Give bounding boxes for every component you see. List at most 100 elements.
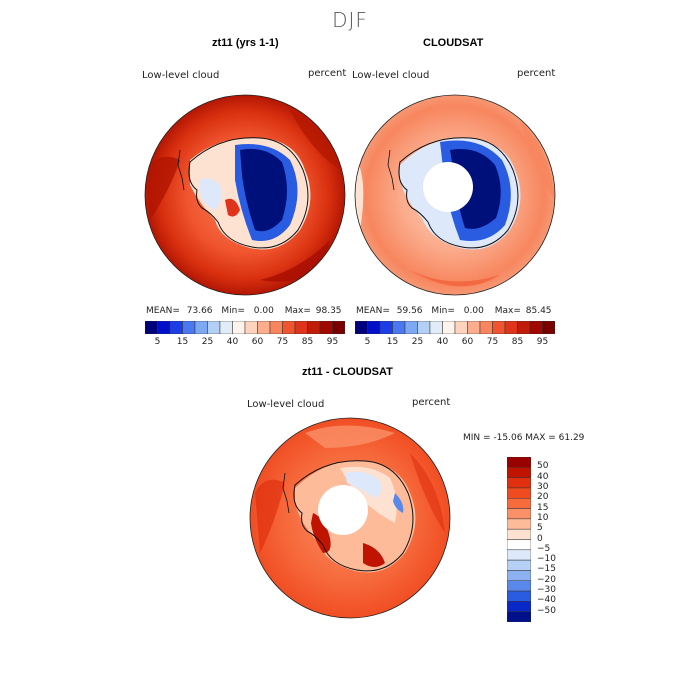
panel2-min-label: Min= (431, 306, 455, 316)
panel2-colorbar-swatch (517, 321, 531, 334)
panel3-colorbar (507, 457, 531, 622)
panel1-mean: 73.66 (186, 306, 213, 316)
panel1-colorbar-tick-label: 75 (276, 337, 289, 347)
panel3-colorbar-tick-label: 40 (537, 471, 549, 482)
panel3-colorbar-swatch (507, 508, 531, 520)
panel1-min: 0.00 (253, 306, 274, 316)
panel3-minmax: MIN = -15.06 MAX = 61.29 (463, 433, 585, 443)
panel3-colorbar-tick-label: −15 (537, 564, 556, 575)
panel2-colorbar-swatch (379, 321, 393, 334)
panel2-units: percent (517, 68, 556, 79)
panel2-colorbar-swatch (429, 321, 443, 334)
panel2-colorbar-swatch (467, 321, 481, 334)
panel3-colorbar-tick-label: −5 (537, 543, 551, 554)
panel3-title: zt11 - CLOUDSAT (302, 366, 393, 378)
panel1-colorbar-swatch (307, 321, 321, 334)
panel1-colorbar-tick-label: 40 (226, 337, 239, 347)
panel2-colorbar-swatch (492, 321, 506, 334)
panel1-max-label: Max= (284, 306, 311, 316)
panel2-colorbar-swatch (442, 321, 456, 334)
panel2-stats: MEAN= 59.56 Min= 0.00 Max= 85.45 (356, 306, 552, 316)
panel3-colorbar-swatch (507, 601, 531, 612)
panel2-colorbar-swatch (367, 321, 381, 334)
panel1-colorbar-tick-label: 25 (201, 337, 214, 347)
panel3-colorbar-swatch (507, 611, 531, 622)
panel2-min: 0.00 (463, 306, 484, 316)
panel3-colorbar-tick-label: −30 (537, 585, 556, 596)
panel1-min-label: Min= (221, 306, 245, 316)
panel1-colorbar-swatch (219, 321, 233, 334)
panel1-colorbar-swatch (232, 321, 246, 334)
panel3-colorbar-tick-label: −40 (537, 595, 556, 606)
panel3-colorbar-swatch (507, 518, 531, 530)
panel2-colorbar-swatch (479, 321, 493, 334)
panel1-colorbar-swatch (194, 321, 208, 334)
panel3-colorbar-swatch (507, 539, 531, 551)
panel1-variable: Low-level cloud (142, 70, 220, 81)
panel3-colorbar-tick-label: −50 (537, 605, 556, 616)
panel3-colorbar-tick-label: 15 (537, 502, 549, 513)
panel3-colorbar-swatch (507, 487, 531, 499)
panel2-colorbar-tick-label: 95 (536, 337, 549, 347)
panel3-polar-map (249, 417, 451, 619)
panel3-colorbar-swatch (507, 467, 531, 478)
panel2-colorbar-swatch (529, 321, 543, 334)
panel1-colorbar-swatch (257, 321, 271, 334)
panel1-colorbar-swatch (332, 321, 345, 334)
panel1-colorbar-swatch (244, 321, 258, 334)
panel2-colorbar-swatch (417, 321, 431, 334)
panel2-max: 85.45 (525, 306, 552, 316)
panel1-colorbar-swatch (157, 321, 171, 334)
panel3-colorbar-swatch (507, 477, 531, 489)
panel2-colorbar-swatch (504, 321, 518, 334)
panel2-colorbar-tick-label: 75 (486, 337, 499, 347)
panel2-colorbar-swatch (542, 321, 555, 334)
panel1-colorbar-tick-label: 85 (301, 337, 314, 347)
panel3-colorbar-tick-label: 10 (537, 512, 549, 523)
panel1-colorbar-swatch (294, 321, 308, 334)
panel3-colorbar-swatch (507, 528, 531, 540)
panel3-colorbar-tick-label: 0 (537, 533, 543, 544)
panel2-colorbar-tick-label: 40 (436, 337, 449, 347)
panel1-units: percent (308, 68, 347, 79)
panel2-max-label: Max= (494, 306, 521, 316)
panel2-colorbar-swatch (454, 321, 468, 334)
panel2-colorbar-tick-label: 85 (511, 337, 524, 347)
panel1-colorbar-swatch (207, 321, 221, 334)
panel1-colorbar-swatch (182, 321, 196, 334)
panel1-colorbar (145, 321, 345, 334)
panel3-colorbar-tick-label: 50 (537, 461, 549, 472)
panel1-colorbar-swatch (319, 321, 333, 334)
panel3-colorbar-swatch (507, 498, 531, 509)
panel1-title: zt11 (yrs 1-1) (212, 37, 279, 49)
figure-title: DJF (332, 8, 368, 32)
panel2-colorbar-tick-label: 25 (411, 337, 424, 347)
panel3-colorbar-swatch (507, 559, 531, 571)
panel1-colorbar-swatch (269, 321, 283, 334)
panel3-colorbar-tick-label: −20 (537, 574, 556, 585)
panel1-max: 98.35 (315, 306, 342, 316)
panel2-colorbar (355, 321, 555, 334)
panel1-colorbar-swatch (145, 321, 158, 334)
panel1-colorbar-swatch (282, 321, 296, 334)
panel1-colorbar-tick-label: 60 (251, 337, 264, 347)
panel2-colorbar-tick-label: 15 (386, 337, 399, 347)
panel2-variable: Low-level cloud (352, 70, 430, 81)
panel3-colorbar-swatch (507, 457, 531, 468)
panel1-stats: MEAN= 73.66 Min= 0.00 Max= 98.35 (146, 306, 342, 316)
panel3-colorbar-swatch (507, 549, 531, 561)
panel3-colorbar-tick-label: 30 (537, 481, 549, 492)
panel3-variable: Low-level cloud (247, 399, 325, 410)
panel2-colorbar-tick-label: 60 (461, 337, 474, 347)
panel1-colorbar-tick-label: 5 (154, 337, 161, 347)
panel2-colorbar-swatch (355, 321, 368, 334)
panel2-colorbar-tick-label: 5 (364, 337, 371, 347)
panel2-polar-map (354, 94, 556, 296)
panel3-colorbar-swatch (507, 570, 531, 581)
panel3-colorbar-swatch (507, 590, 531, 602)
panel1-colorbar-tick-label: 95 (326, 337, 339, 347)
panel3-colorbar-tick-label: −10 (537, 554, 556, 565)
panel2-mean: 59.56 (396, 306, 423, 316)
panel3-units: percent (412, 397, 451, 408)
panel3-colorbar-swatch (507, 580, 531, 592)
